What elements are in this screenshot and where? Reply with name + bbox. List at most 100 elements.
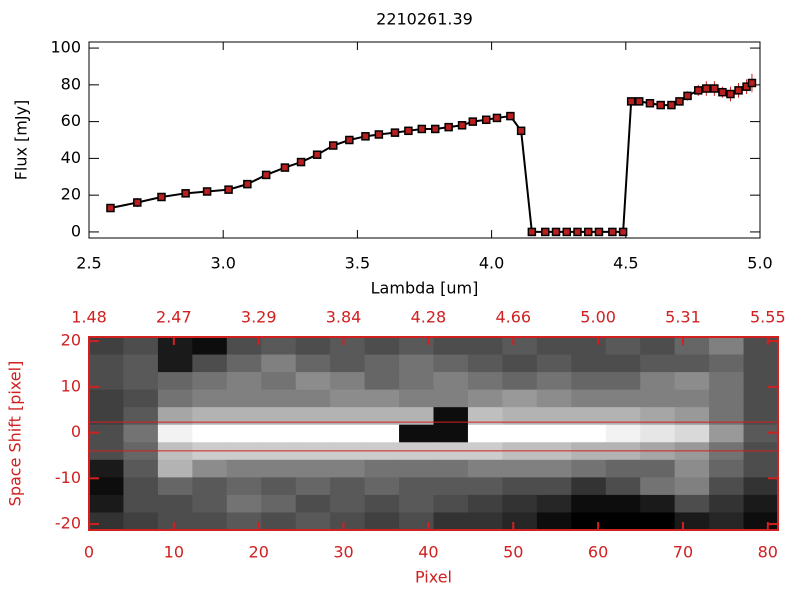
y-tick-label: -10	[55, 468, 81, 487]
heatmap-cell	[330, 494, 366, 513]
heatmap-cell	[330, 424, 366, 443]
heatmap-cell	[123, 512, 159, 531]
heatmap-cell	[502, 512, 538, 531]
heatmap-cell	[295, 407, 331, 426]
heatmap-cell	[571, 477, 607, 496]
heatmap-cell	[433, 372, 469, 391]
heatmap-cell	[640, 424, 676, 443]
heatmap-cell	[709, 477, 745, 496]
chart-title: 2210261.39	[376, 10, 473, 29]
heatmap-cell	[605, 424, 641, 443]
data-point	[718, 87, 727, 97]
heatmap-cell	[89, 477, 124, 496]
heatmap-cell	[743, 354, 779, 373]
heatmap-cell	[536, 512, 572, 531]
x-tick-label: 50	[503, 543, 523, 562]
heatmap-cell	[89, 494, 124, 513]
data-point	[675, 97, 684, 106]
heatmap-cell	[330, 354, 366, 373]
heatmap-cell	[605, 477, 641, 496]
data-point	[224, 185, 233, 194]
x2-tick-label: 1.48	[71, 308, 107, 327]
data-point	[481, 115, 491, 125]
heatmap-cell	[89, 424, 124, 443]
heatmap-cell	[640, 512, 676, 531]
heatmap-cell	[89, 337, 124, 356]
heatmap-cell	[192, 354, 228, 373]
y-tick-label: 40	[61, 148, 81, 167]
heatmap-cell	[536, 372, 572, 391]
y-tick-label: 0	[71, 422, 81, 441]
heatmap-cell	[674, 424, 710, 443]
heatmap-cell	[467, 337, 503, 356]
heatmap-cell	[605, 354, 641, 373]
heatmap-cell	[433, 512, 469, 531]
heatmap-cell	[467, 372, 503, 391]
heatmap-cell	[571, 337, 607, 356]
heatmap-cell	[364, 459, 400, 478]
heatmap-cell	[123, 477, 159, 496]
data-point	[694, 86, 703, 95]
heatmap-cell	[502, 424, 538, 443]
data-point	[390, 128, 400, 137]
heatmap-cell	[743, 424, 779, 443]
heatmap-cell	[536, 389, 572, 408]
heatmap-cell	[261, 337, 297, 356]
heatmap-cell	[536, 424, 572, 443]
heatmap-cell	[123, 337, 159, 356]
heatmap-cell	[123, 354, 159, 373]
heatmap-cell	[743, 407, 779, 426]
heatmap-cell	[157, 372, 193, 391]
heatmap-cell	[330, 372, 366, 391]
heatmap-cell	[709, 407, 745, 426]
heatmap-cell	[571, 494, 607, 513]
data-point	[430, 124, 440, 134]
heatmap-cell	[399, 389, 434, 408]
heatmap-cell	[399, 494, 434, 513]
data-point	[683, 91, 692, 101]
heatmap-cell	[433, 337, 469, 356]
data-point	[626, 97, 636, 106]
heatmap-cell	[123, 424, 159, 443]
heatmap-cell	[192, 459, 228, 478]
heatmap-cell	[226, 337, 262, 356]
heatmap-cell	[295, 337, 331, 356]
heatmap-cell	[743, 477, 779, 496]
heatmap-cell	[743, 372, 779, 391]
data-point	[541, 227, 550, 237]
data-point	[594, 227, 604, 237]
data-point	[551, 227, 561, 237]
heatmap-cell	[502, 477, 538, 496]
data-point	[468, 117, 478, 126]
heatmap-cell	[89, 459, 124, 478]
heatmap-cell	[743, 494, 779, 513]
heatmap-cell	[364, 407, 400, 426]
heatmap-cell	[605, 512, 641, 531]
data-point	[710, 84, 719, 93]
heatmap-cell	[605, 459, 641, 478]
heatmap-cell	[192, 512, 228, 531]
heatmap-cell	[364, 372, 400, 391]
heatmap-cell	[261, 389, 297, 408]
y-tick-label: 10	[61, 376, 81, 395]
heatmap-cell	[226, 372, 262, 391]
heatmap-cell	[89, 407, 124, 426]
data-point	[726, 89, 735, 99]
heatmap-cell	[536, 459, 572, 478]
heatmap-cell	[330, 459, 366, 478]
data-point	[562, 227, 572, 237]
heatmap-cell	[261, 424, 297, 443]
heatmap-cell	[226, 389, 262, 408]
heatmap-cell	[364, 389, 400, 408]
heatmap-cell	[330, 512, 366, 531]
heatmap-cell	[261, 477, 297, 496]
x-tick-label: 4.5	[613, 254, 638, 273]
heatmap-cell	[295, 512, 331, 531]
heatmap-cell	[502, 354, 538, 373]
heatmap-cell	[536, 407, 572, 426]
heatmap-cell	[467, 477, 503, 496]
x-tick-label: 10	[164, 543, 184, 562]
heatmap-cell	[640, 407, 676, 426]
y-tick-label: 20	[61, 185, 81, 204]
heatmap-cell	[571, 354, 607, 373]
